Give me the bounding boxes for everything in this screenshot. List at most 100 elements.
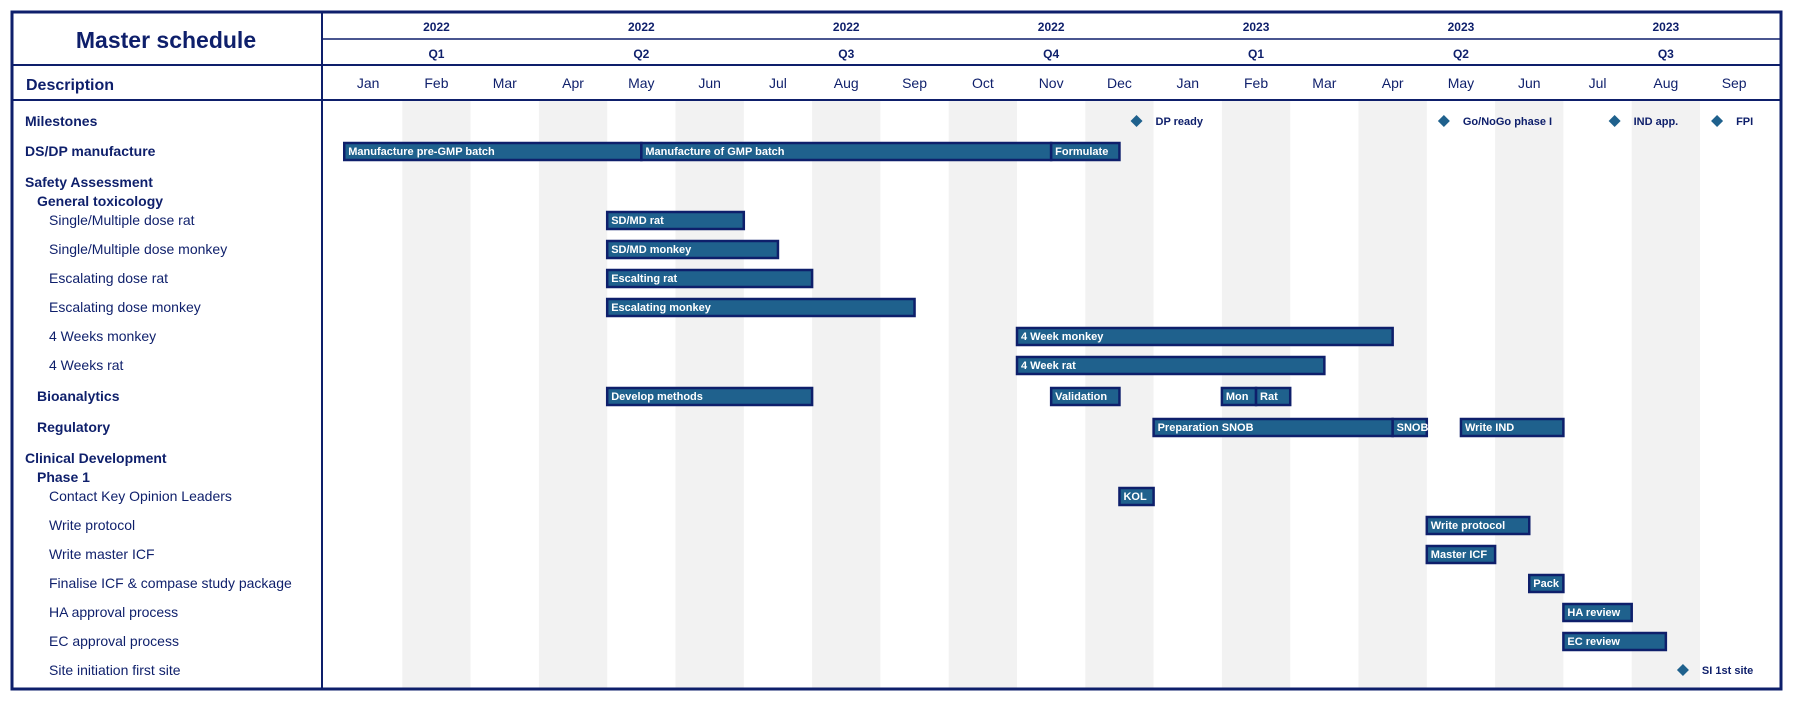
row-label-8: 4 Weeks monkey [49, 328, 156, 344]
task-bar-label-19-0: EC review [1567, 636, 1620, 648]
task-bar-5-0 [605, 239, 780, 260]
row-label-2: Safety Assessment [25, 174, 153, 190]
row-label-1: DS/DP manufacture [25, 143, 156, 159]
task-bar-label-17-0: Pack [1533, 578, 1560, 590]
milestone-diamond-0-3 [1711, 115, 1724, 127]
year-label-5: 2023 [1448, 20, 1475, 34]
month-label-15: Apr [1382, 75, 1404, 91]
quarter-label-4: Q1 [1248, 47, 1264, 61]
year-label-2: 2022 [833, 20, 860, 34]
month-label-10: Nov [1039, 75, 1064, 91]
month-headers: Jan Feb Mar Apr May Jun Jul Aug Sep Oct Nov Dec Jan F… [357, 75, 1747, 91]
row-label-17: Finalise ICF & compase study package [49, 575, 292, 591]
quarter-label-1: Q2 [633, 47, 649, 61]
year-label-4: 2023 [1243, 20, 1270, 34]
month-label-8: Sep [902, 75, 927, 91]
milestone-diamond-20-0 [1676, 664, 1689, 676]
row-label-9: 4 Weeks rat [49, 357, 124, 373]
task-bar-8-0 [1015, 326, 1394, 347]
month-label-18: Jul [1589, 75, 1607, 91]
row-label-16: Write master ICF [49, 546, 155, 562]
month-label-0: Jan [357, 75, 380, 91]
month-label-11: Dec [1107, 75, 1132, 91]
milestone-diamond-0-2 [1608, 115, 1621, 127]
month-shade-15 [1358, 101, 1427, 688]
task-bar-17-0 [1528, 573, 1565, 594]
month-shade-3 [538, 101, 608, 688]
row-label-14: Contact Key Opinion Leaders [49, 488, 232, 504]
month-shading [402, 101, 1700, 688]
month-label-4: May [628, 75, 654, 91]
milestone-label-0-1: Go/NoGo phase I [1463, 116, 1552, 128]
milestone-label-20-0: SI 1st site [1702, 665, 1753, 677]
row-labels: Milestones DS/DP manufacture Safety Assess… [25, 113, 292, 678]
task-bar-label-11-0: Preparation SNOB [1158, 422, 1254, 434]
row-label-15: Write protocol [49, 517, 135, 533]
milestones: DP ready Go/NoGo phase I IND app. FPI SI 1st… [1130, 115, 1753, 677]
milestone-label-0-0: DP ready [1156, 116, 1204, 128]
month-label-5: Jun [698, 75, 721, 91]
task-bar-label-9-0: 4 Week rat [1021, 360, 1076, 372]
month-label-20: Sep [1722, 75, 1747, 91]
milestone-diamond-0-1 [1437, 115, 1450, 127]
task-bar-10-0 [605, 386, 814, 407]
chart-frame [10, 10, 1783, 691]
row-label-18: HA approval process [49, 604, 178, 620]
month-shade-1 [402, 101, 471, 688]
task-bar-label-1-0: Manufacture pre-GMP batch [348, 146, 495, 158]
task-bar-label-7-0: Escalating monkey [611, 302, 712, 314]
row-label-19: EC approval process [49, 633, 179, 649]
milestone-label-0-2: IND app. [1634, 116, 1679, 128]
quarter-label-0: Q1 [428, 47, 444, 61]
task-bar-4-0 [605, 210, 746, 231]
month-label-2: Mar [493, 75, 517, 91]
outer-frame [10, 10, 1783, 691]
month-label-3: Apr [562, 75, 584, 91]
quarter-label-5: Q2 [1453, 47, 1469, 61]
month-label-1: Feb [424, 75, 448, 91]
task-bar-label-10-1: Validation [1055, 391, 1107, 403]
month-label-7: Aug [834, 75, 859, 91]
month-label-16: May [1448, 75, 1474, 91]
month-label-6: Jul [769, 75, 787, 91]
quarter-headers: Q1 Q2 Q3 Q4 Q1 Q2 Q3 [428, 47, 1674, 61]
row-label-10: Bioanalytics [37, 388, 120, 404]
row-label-3: General toxicology [37, 193, 163, 209]
task-bar-7-0 [605, 297, 916, 318]
year-label-6: 2023 [1652, 20, 1679, 34]
task-bar-label-1-1: Manufacture of GMP batch [645, 146, 784, 158]
quarter-label-6: Q3 [1658, 47, 1674, 61]
year-label-0: 2022 [423, 20, 450, 34]
row-label-6: Escalating dose rat [49, 270, 168, 286]
task-bar-label-16-0: Master ICF [1431, 549, 1488, 561]
task-bar-14-0 [1118, 486, 1155, 507]
row-label-12: Clinical Development [25, 450, 167, 466]
row-label-20: Site initiation first site [49, 662, 181, 678]
task-bars: Manufacture pre-GMP batch Manufacture of … [342, 141, 1668, 652]
task-bar-label-1-2: Formulate [1055, 146, 1108, 158]
task-bar-label-10-0: Develop methods [611, 391, 703, 403]
quarter-label-2: Q3 [838, 47, 854, 61]
month-label-14: Mar [1312, 75, 1336, 91]
milestone-label-0-3: FPI [1736, 116, 1753, 128]
milestone-diamond-0-0 [1130, 115, 1143, 127]
task-bar-label-4-0: SD/MD rat [611, 215, 664, 227]
task-bar-11-2 [1459, 417, 1565, 438]
task-bar-15-0 [1425, 515, 1531, 536]
description-header: Description [26, 77, 114, 94]
task-bar-label-10-3: Rat [1260, 391, 1278, 403]
task-bar-10-1 [1049, 386, 1121, 407]
task-bar-1-2 [1049, 141, 1121, 162]
month-label-12: Jan [1176, 75, 1199, 91]
month-shade-9 [948, 101, 1017, 688]
year-label-1: 2022 [628, 20, 655, 34]
month-label-9: Oct [972, 75, 994, 91]
task-bar-label-11-1: SNOB [1397, 422, 1429, 434]
row-label-5: Single/Multiple dose monkey [49, 241, 227, 257]
task-bar-19-0 [1562, 631, 1668, 652]
task-bar-16-0 [1425, 544, 1497, 565]
year-headers: 2022 2022 2022 2022 2023 2023 2023 [423, 20, 1679, 34]
task-bar-label-15-0: Write protocol [1431, 520, 1505, 532]
row-label-4: Single/Multiple dose rat [49, 212, 195, 228]
